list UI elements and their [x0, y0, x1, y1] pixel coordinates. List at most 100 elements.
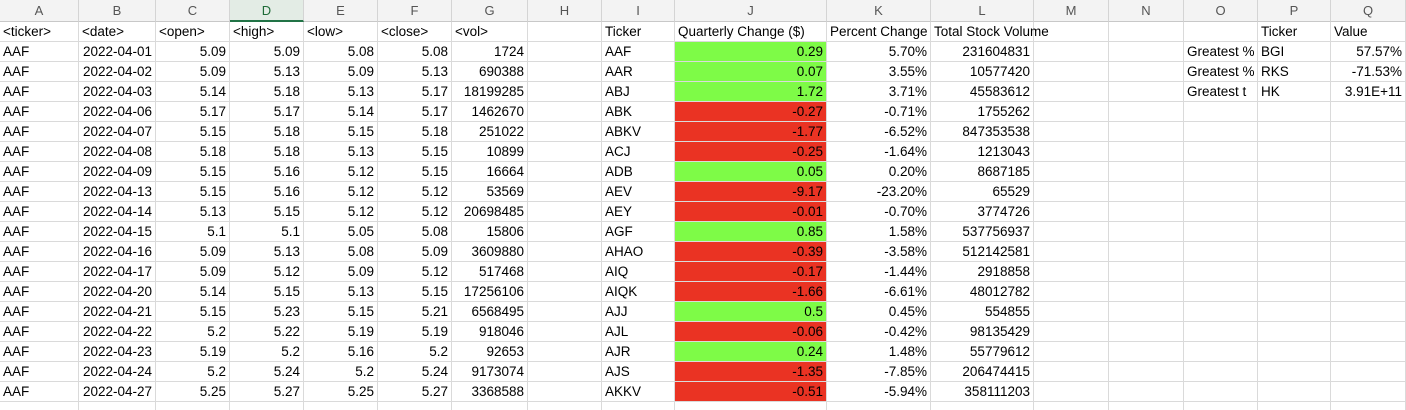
summary-ticker-cell[interactable]: AIQK [602, 282, 675, 302]
quarterly-change-cell[interactable]: -0.01 [675, 202, 827, 222]
empty-cell[interactable] [1034, 382, 1109, 402]
empty-cell[interactable] [528, 182, 602, 202]
empty-cell[interactable] [827, 402, 931, 410]
percent-change-cell[interactable]: -0.42% [827, 322, 931, 342]
empty-cell[interactable] [528, 22, 602, 42]
empty-cell[interactable] [1258, 242, 1331, 262]
empty-cell[interactable] [1184, 302, 1258, 322]
percent-change-cell[interactable]: -6.61% [827, 282, 931, 302]
summary-header-cell[interactable]: Total Stock Volume [931, 22, 1049, 42]
quarterly-change-cell[interactable]: 0.24 [675, 342, 827, 362]
raw-data-cell[interactable]: 5.17 [378, 102, 452, 122]
raw-data-cell[interactable]: 5.09 [304, 262, 378, 282]
raw-data-cell[interactable]: AAF [0, 322, 79, 342]
quarterly-change-cell[interactable]: 0.85 [675, 222, 827, 242]
greatest-header-cell[interactable]: Ticker [1258, 22, 1331, 42]
raw-data-cell[interactable]: 5.18 [230, 142, 304, 162]
total-volume-cell[interactable]: 512142581 [931, 242, 1034, 262]
raw-data-cell[interactable]: 5.24 [378, 362, 452, 382]
summary-ticker-cell[interactable]: ADB [602, 162, 675, 182]
raw-data-cell[interactable]: AAF [0, 162, 79, 182]
empty-cell[interactable] [1034, 42, 1109, 62]
empty-cell[interactable] [528, 202, 602, 222]
column-header-b[interactable]: B [79, 0, 156, 22]
raw-data-cell[interactable]: 5.1 [156, 222, 230, 242]
empty-cell[interactable] [1331, 202, 1406, 222]
raw-data-cell[interactable]: 3368588 [452, 382, 528, 402]
empty-cell[interactable] [528, 102, 602, 122]
raw-data-cell[interactable]: 5.25 [304, 382, 378, 402]
raw-data-cell[interactable]: 5.09 [156, 42, 230, 62]
greatest-ticker-cell[interactable]: RKS [1258, 62, 1331, 82]
raw-data-cell[interactable]: 5.15 [156, 182, 230, 202]
empty-cell[interactable] [1109, 202, 1184, 222]
empty-cell[interactable] [1258, 222, 1331, 242]
raw-data-cell[interactable]: 5.12 [304, 162, 378, 182]
raw-data-cell[interactable]: 5.14 [304, 102, 378, 122]
column-header-p[interactable]: P [1258, 0, 1331, 22]
raw-data-cell[interactable]: 53569 [452, 182, 528, 202]
raw-data-cell[interactable]: 5.05 [304, 222, 378, 242]
raw-data-cell[interactable]: 5.2 [304, 362, 378, 382]
empty-cell[interactable] [1184, 362, 1258, 382]
summary-ticker-cell[interactable]: AJL [602, 322, 675, 342]
total-volume-cell[interactable]: 2918858 [931, 262, 1034, 282]
raw-data-cell[interactable]: 5.13 [156, 202, 230, 222]
raw-data-cell[interactable]: 5.09 [304, 62, 378, 82]
empty-cell[interactable] [1258, 262, 1331, 282]
quarterly-change-cell[interactable]: -0.17 [675, 262, 827, 282]
raw-data-cell[interactable]: 2022-04-08 [79, 142, 156, 162]
empty-cell[interactable] [1258, 162, 1331, 182]
raw-data-cell[interactable]: 5.2 [156, 322, 230, 342]
empty-cell[interactable] [1184, 162, 1258, 182]
raw-data-cell[interactable]: 5.12 [304, 202, 378, 222]
column-header-q[interactable]: Q [1331, 0, 1406, 22]
total-volume-cell[interactable]: 537756937 [931, 222, 1034, 242]
empty-cell[interactable] [528, 122, 602, 142]
empty-cell[interactable] [1184, 342, 1258, 362]
raw-data-cell[interactable]: 5.12 [230, 262, 304, 282]
raw-data-cell[interactable]: 1462670 [452, 102, 528, 122]
raw-data-cell[interactable]: 9173074 [452, 362, 528, 382]
raw-data-cell[interactable]: 10899 [452, 142, 528, 162]
empty-cell[interactable] [1034, 362, 1109, 382]
summary-ticker-cell[interactable]: AIQ [602, 262, 675, 282]
raw-data-cell[interactable]: 5.15 [378, 162, 452, 182]
empty-cell[interactable] [1034, 302, 1109, 322]
raw-data-cell[interactable]: 15806 [452, 222, 528, 242]
raw-data-cell[interactable]: 5.13 [304, 282, 378, 302]
empty-cell[interactable] [1034, 242, 1109, 262]
total-volume-cell[interactable]: 45583612 [931, 82, 1034, 102]
column-header-m[interactable]: M [1034, 0, 1109, 22]
column-header-e[interactable]: E [304, 0, 378, 22]
column-header-k[interactable]: K [827, 0, 931, 22]
total-volume-cell[interactable]: 358111203 [931, 382, 1034, 402]
empty-cell[interactable] [1331, 242, 1406, 262]
raw-data-cell[interactable]: 5.16 [230, 182, 304, 202]
column-header-g[interactable]: G [452, 0, 528, 22]
raw-data-cell[interactable]: 5.09 [156, 242, 230, 262]
raw-data-cell[interactable]: 5.08 [378, 42, 452, 62]
summary-ticker-cell[interactable]: AKKV [602, 382, 675, 402]
raw-data-cell[interactable]: 5.2 [156, 362, 230, 382]
raw-data-cell[interactable]: AAF [0, 122, 79, 142]
empty-cell[interactable] [528, 262, 602, 282]
quarterly-change-cell[interactable]: -0.39 [675, 242, 827, 262]
raw-data-cell[interactable]: 2022-04-20 [79, 282, 156, 302]
empty-cell[interactable] [1034, 182, 1109, 202]
empty-cell[interactable] [1331, 382, 1406, 402]
raw-data-cell[interactable] [452, 402, 528, 410]
empty-cell[interactable] [1184, 262, 1258, 282]
total-volume-cell[interactable]: 847353538 [931, 122, 1034, 142]
total-volume-cell[interactable]: 1755262 [931, 102, 1034, 122]
summary-ticker-cell[interactable]: AHAO [602, 242, 675, 262]
raw-data-cell[interactable]: 5.08 [378, 222, 452, 242]
raw-data-cell[interactable]: 20698485 [452, 202, 528, 222]
empty-cell[interactable] [1184, 402, 1258, 410]
percent-change-cell[interactable]: 0.20% [827, 162, 931, 182]
raw-data-cell[interactable]: AAF [0, 362, 79, 382]
empty-cell[interactable] [602, 402, 675, 410]
quarterly-change-cell[interactable]: -0.27 [675, 102, 827, 122]
raw-data-cell[interactable]: 2022-04-09 [79, 162, 156, 182]
